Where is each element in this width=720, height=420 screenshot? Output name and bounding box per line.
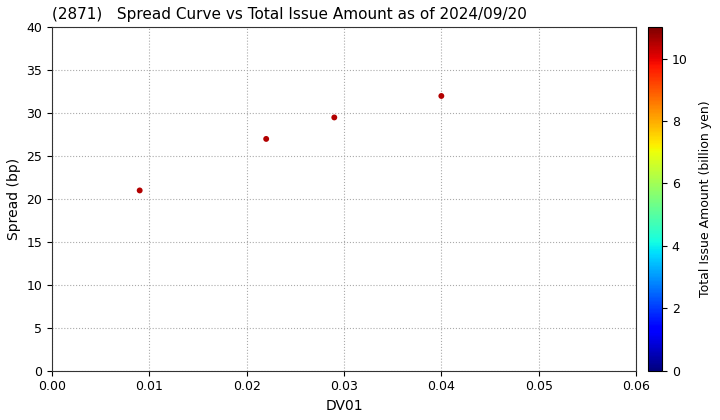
Point (261, 136, 272, 142)
Point (328, 114, 340, 121)
X-axis label: DV01: DV01 (325, 399, 363, 413)
Text: (2871)   Spread Curve vs Total Issue Amount as of 2024/09/20: (2871) Spread Curve vs Total Issue Amoun… (52, 7, 527, 22)
Point (134, 187, 145, 194)
Y-axis label: Spread (bp): Spread (bp) (7, 158, 21, 240)
Y-axis label: Total Issue Amount (billion yen): Total Issue Amount (billion yen) (699, 101, 712, 297)
Point (436, 93, 447, 100)
